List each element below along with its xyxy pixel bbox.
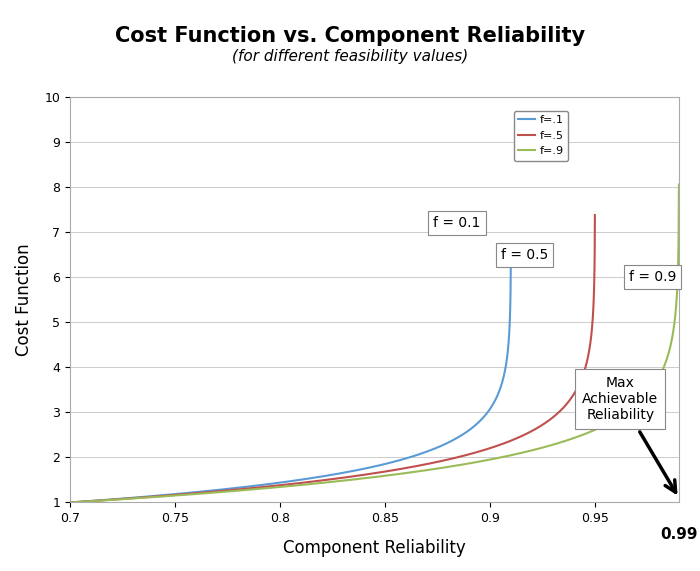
f=.9 (176, 492, 185, 498)
Text: f = 0.1: f = 0.1 (433, 216, 481, 230)
f=.1 (66, 499, 74, 506)
Text: Cost Function vs. Component Reliability: Cost Function vs. Component Reliability (115, 26, 585, 46)
f=.9 (520, 449, 528, 456)
Text: Max
Achievable
Reliability: Max Achievable Reliability (582, 376, 676, 492)
f=.5 (407, 464, 416, 471)
Text: (for different feasibility values): (for different feasibility values) (232, 49, 468, 63)
f=.1 (330, 471, 339, 478)
f=.5 (66, 499, 74, 506)
f=.1 (234, 484, 243, 491)
f=.9 (431, 465, 440, 472)
f=.9 (298, 481, 307, 488)
f=.5 (498, 441, 506, 448)
Line: f=.5: f=.5 (70, 215, 595, 502)
X-axis label: Component Reliability: Component Reliability (283, 539, 466, 557)
Y-axis label: Cost Function: Cost Function (15, 243, 34, 356)
f=.9 (462, 461, 470, 468)
f=.1 (353, 467, 361, 473)
Text: f = 0.9: f = 0.9 (629, 270, 676, 284)
f=.9 (566, 436, 575, 443)
f=.1 (146, 493, 154, 500)
f=.9 (675, 181, 683, 188)
f=.1 (395, 457, 403, 464)
f=.9 (66, 499, 74, 506)
Legend: f=.1, f=.5, f=.9: f=.1, f=.5, f=.9 (514, 111, 568, 160)
f=.5 (267, 483, 275, 490)
f=.5 (458, 453, 466, 460)
Text: f = 0.5: f = 0.5 (500, 248, 548, 262)
Line: f=.1: f=.1 (70, 246, 511, 502)
Line: f=.9: f=.9 (70, 184, 679, 502)
Text: 0.99: 0.99 (660, 527, 698, 542)
f=.1 (428, 446, 437, 453)
f=.5 (381, 468, 389, 475)
f=.5 (161, 492, 169, 499)
f=.1 (507, 243, 515, 250)
f=.5 (591, 212, 599, 219)
